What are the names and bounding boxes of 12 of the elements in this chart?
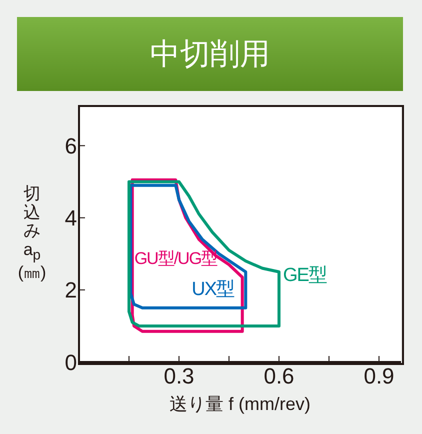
y-axis-title: 切込み a$_{p}$ (㎜) <box>16 184 48 282</box>
x-tick-label: 0.3 <box>164 364 194 389</box>
y-tick-label: 6 <box>64 133 77 158</box>
x-tick-label: 0.9 <box>364 364 394 389</box>
y-tick-label: 0 <box>64 350 77 375</box>
series-label: GE型 <box>283 264 326 286</box>
chart-title: 中切削用 <box>17 17 403 91</box>
y-tick-label: 4 <box>64 206 77 231</box>
y-tick-label: 2 <box>64 278 77 303</box>
x-axis-title: 送り量 f (mm/rev) <box>168 393 312 416</box>
series-label: UX型 <box>192 278 234 300</box>
x-tick-label: 0.6 <box>264 364 294 389</box>
